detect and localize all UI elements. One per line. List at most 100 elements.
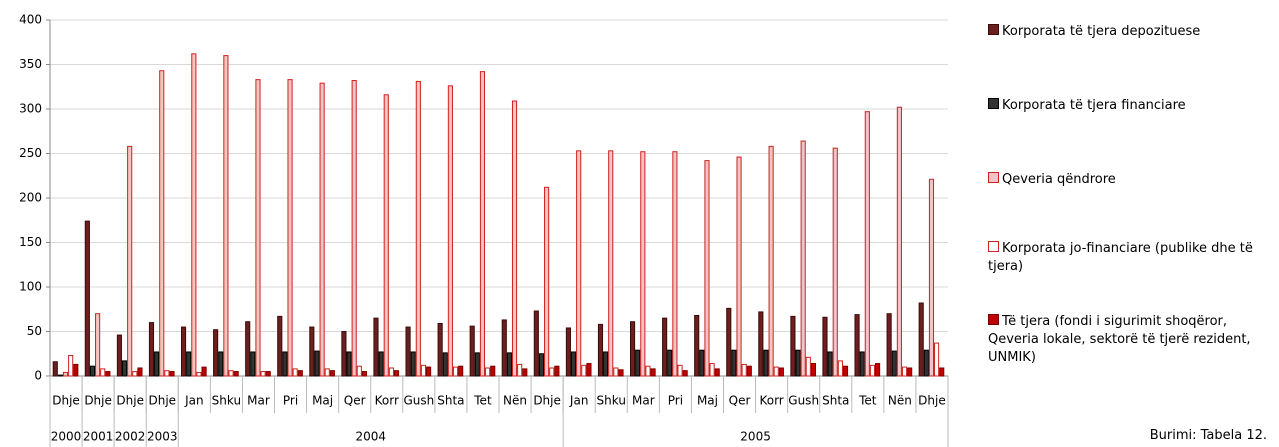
- legend-swatch: [988, 241, 999, 252]
- bar: [490, 365, 496, 377]
- bar: [672, 151, 678, 377]
- year-label: 2003: [147, 430, 178, 444]
- legend-label: Korporata të tjera financiare: [1002, 98, 1186, 113]
- year-label: 2000: [51, 430, 82, 444]
- x-tick-label: Jan: [569, 394, 589, 408]
- bar: [629, 321, 636, 377]
- bar: [854, 314, 860, 377]
- bar: [297, 370, 303, 377]
- x-tick-label: Pri: [668, 394, 683, 408]
- legend-swatch: [988, 98, 999, 109]
- x-tick-label: Korr: [759, 394, 783, 408]
- bar: [837, 360, 843, 377]
- bar: [426, 366, 432, 377]
- bar: [650, 368, 656, 377]
- bar: [918, 302, 924, 377]
- bar: [746, 365, 752, 377]
- year-label: 2002: [115, 430, 146, 444]
- bar: [618, 369, 624, 377]
- bar: [469, 325, 475, 377]
- bar: [89, 365, 96, 377]
- legend-item: Korporata të tjera financiare: [988, 97, 1273, 115]
- y-tick-label: 150: [19, 235, 42, 249]
- year-label: 2004: [355, 430, 386, 444]
- bar: [773, 366, 779, 377]
- bar: [265, 371, 271, 377]
- x-tick-label: Pri: [283, 394, 298, 408]
- bar: [458, 365, 464, 377]
- bar: [319, 82, 325, 377]
- bar: [255, 79, 261, 377]
- x-tick-label: Maj: [697, 394, 718, 408]
- x-tick-label: Korr: [375, 394, 399, 408]
- bar: [891, 350, 897, 377]
- bar: [410, 351, 416, 377]
- bar: [191, 53, 197, 377]
- bar: [388, 367, 394, 377]
- bar: [570, 351, 577, 377]
- bar: [73, 363, 79, 377]
- x-tick-label: Gush: [403, 394, 434, 408]
- bar: [662, 317, 668, 377]
- bar: [324, 368, 330, 377]
- legend-swatch: [988, 314, 999, 325]
- bar: [896, 106, 902, 377]
- bar: [378, 351, 384, 377]
- bar: [501, 319, 507, 377]
- bar: [726, 307, 732, 377]
- x-tick-label: Shku: [212, 394, 241, 408]
- bar: [474, 352, 480, 377]
- bar: [800, 140, 806, 377]
- bar: [196, 371, 202, 377]
- bar: [603, 351, 609, 377]
- bar: [923, 349, 929, 377]
- x-tick-label: Mar: [632, 394, 655, 408]
- year-label: 2001: [83, 430, 114, 444]
- bar: [485, 367, 491, 377]
- bar: [245, 321, 251, 377]
- bar: [677, 364, 683, 377]
- bar: [169, 371, 175, 377]
- bar: [544, 186, 550, 377]
- x-tick-label: Mar: [247, 394, 270, 408]
- bar: [228, 370, 234, 377]
- y-tick-label: 400: [19, 13, 42, 27]
- year-label: 2005: [740, 430, 771, 444]
- bar: [287, 79, 293, 377]
- y-tick-label: 350: [19, 57, 42, 71]
- x-tick-label: Dhje: [918, 394, 946, 408]
- bar: [608, 150, 614, 377]
- x-tick-label: Tet: [473, 394, 492, 408]
- bar: [68, 355, 74, 377]
- bar: [939, 367, 945, 377]
- bar: [260, 371, 266, 377]
- bar: [62, 371, 69, 377]
- bar: [132, 371, 138, 377]
- bar: [763, 349, 769, 377]
- bar: [778, 367, 784, 377]
- bar: [452, 366, 459, 377]
- bar: [52, 361, 58, 377]
- bar: [148, 322, 155, 377]
- legend-item: Korporata të tjera depozituese: [988, 23, 1273, 41]
- bar: [842, 365, 849, 377]
- bar: [447, 85, 453, 377]
- bar: [201, 366, 207, 377]
- x-tick-label: Dhje: [533, 394, 561, 408]
- bar: [731, 349, 737, 377]
- bar: [704, 160, 710, 377]
- bar: [768, 145, 774, 377]
- bar: [506, 352, 512, 377]
- bar: [383, 94, 389, 377]
- legend-item: Të tjera (fondi i sigurimit shoqëror, Qe…: [988, 313, 1273, 367]
- bar: [511, 100, 518, 377]
- bar: [218, 351, 224, 377]
- legend-swatch: [988, 172, 999, 183]
- bar: [554, 365, 560, 377]
- x-tick-label: Shta: [822, 394, 849, 408]
- bar: [309, 326, 315, 377]
- x-tick-label: Shku: [597, 394, 626, 408]
- x-tick-label: Tet: [858, 394, 877, 408]
- bar: [565, 327, 571, 377]
- bar: [341, 331, 347, 377]
